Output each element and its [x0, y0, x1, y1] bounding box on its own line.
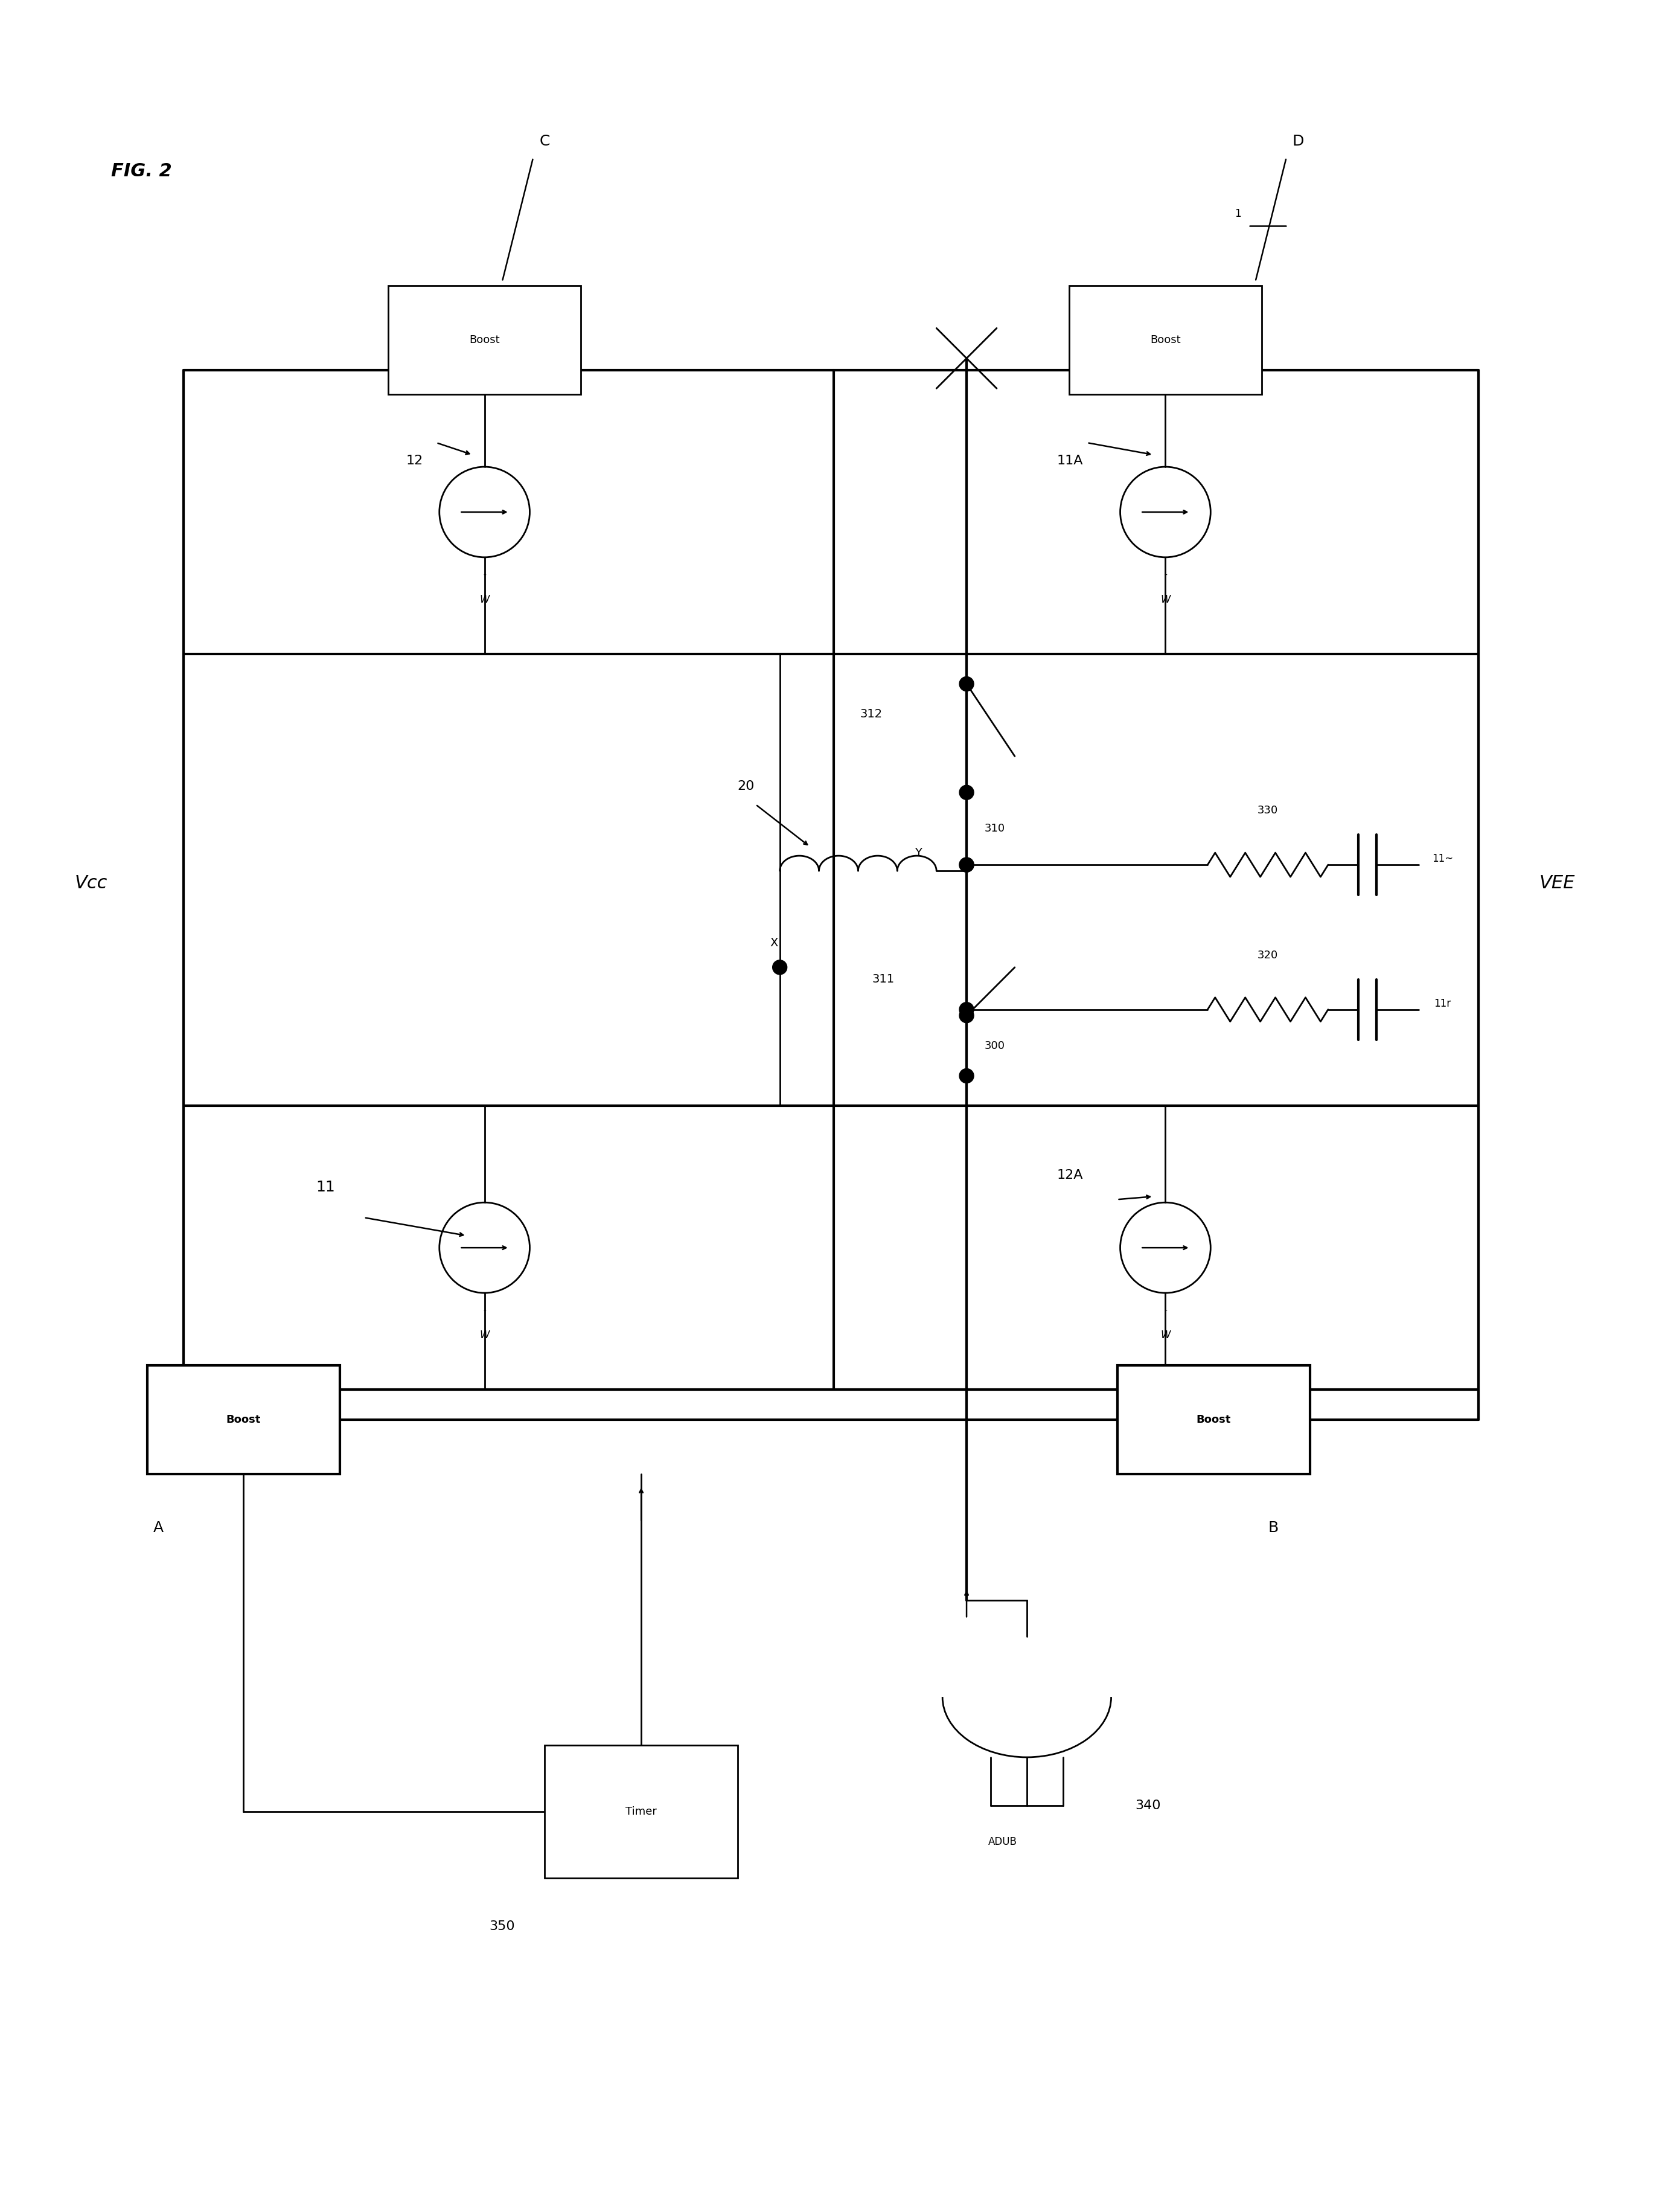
- Text: W: W: [480, 1329, 490, 1340]
- Text: -: -: [1163, 571, 1167, 580]
- Text: ADUB: ADUB: [989, 1836, 1017, 1847]
- Circle shape: [959, 858, 974, 872]
- Circle shape: [959, 1009, 974, 1022]
- Text: 330: 330: [1258, 805, 1278, 816]
- Circle shape: [959, 1002, 974, 1018]
- Circle shape: [959, 785, 974, 801]
- Text: 11: 11: [316, 1181, 336, 1194]
- Text: Boost: Boost: [1150, 334, 1180, 345]
- Bar: [148, 1365, 341, 1473]
- Text: 1: 1: [1235, 208, 1242, 219]
- Circle shape: [959, 858, 974, 872]
- Text: C: C: [540, 135, 550, 148]
- Text: 310: 310: [984, 823, 1006, 834]
- Text: W: W: [480, 595, 490, 604]
- Text: FIG. 2: FIG. 2: [111, 164, 171, 179]
- Text: VEE: VEE: [1539, 874, 1576, 891]
- Text: W: W: [1160, 1329, 1170, 1340]
- Circle shape: [959, 1068, 974, 1084]
- Bar: [389, 285, 582, 394]
- Text: 12: 12: [406, 456, 424, 467]
- Text: A: A: [153, 1522, 163, 1535]
- Text: 11A: 11A: [1057, 456, 1084, 467]
- Text: D: D: [1291, 135, 1303, 148]
- Text: 20: 20: [738, 781, 755, 792]
- Text: Vcc: Vcc: [75, 874, 108, 891]
- Text: -: -: [1163, 1307, 1167, 1316]
- Bar: [1117, 1365, 1310, 1473]
- Text: -: -: [484, 1307, 485, 1316]
- Text: 340: 340: [1135, 1798, 1162, 1812]
- Text: 311: 311: [873, 973, 894, 984]
- Circle shape: [773, 960, 788, 975]
- Text: 12A: 12A: [1057, 1170, 1084, 1181]
- Text: 11~: 11~: [1433, 854, 1453, 865]
- Bar: [1069, 285, 1261, 394]
- Text: -: -: [484, 571, 485, 580]
- Text: 320: 320: [1258, 949, 1278, 960]
- Text: 11r: 11r: [1434, 998, 1451, 1009]
- Text: 300: 300: [984, 1040, 1006, 1051]
- Text: X: X: [770, 938, 778, 949]
- Text: 350: 350: [489, 1920, 515, 1931]
- Text: B: B: [1268, 1522, 1278, 1535]
- Text: Timer: Timer: [625, 1805, 656, 1816]
- Text: W: W: [1160, 595, 1170, 604]
- Text: Y: Y: [914, 847, 922, 858]
- Text: Boost: Boost: [469, 334, 500, 345]
- Bar: [545, 1745, 738, 1878]
- Text: 312: 312: [859, 708, 883, 719]
- Text: Boost: Boost: [226, 1413, 261, 1425]
- Text: Boost: Boost: [1197, 1413, 1232, 1425]
- Circle shape: [959, 677, 974, 690]
